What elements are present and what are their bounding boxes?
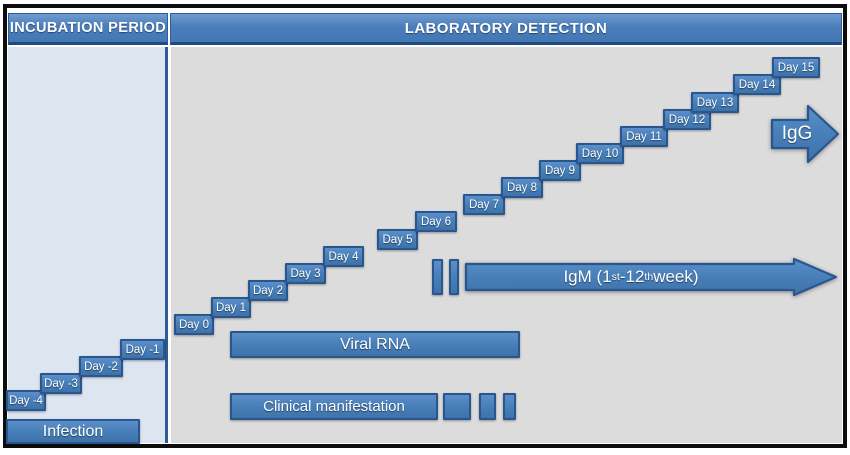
day-box-day-0: Day 0 [174, 314, 214, 335]
day-box-day-12: Day 12 [663, 109, 711, 130]
igm-arrow: IgM (1 st -12 th week) [464, 257, 838, 297]
day-box-day-13: Day 13 [691, 92, 739, 113]
incubation-period-panel [8, 47, 168, 443]
day-box-day-3: Day 3 [285, 263, 326, 284]
day-box-dayminus-2: Day -2 [79, 356, 123, 377]
day-box-day-11: Day 11 [620, 126, 668, 147]
incubation-period-header: INCUBATION PERIOD [8, 13, 168, 45]
clinical-manifestation-segment [503, 393, 516, 420]
day-box-day-1: Day 1 [211, 297, 251, 318]
day-box-day-14: Day 14 [733, 74, 781, 95]
igm-tick-mark [432, 259, 443, 295]
day-box-dayminus-1: Day -1 [120, 339, 165, 360]
viral-rna-bar: Viral RNA [230, 331, 520, 358]
day-box-day-8: Day 8 [501, 177, 543, 198]
day-box-day-5: Day 5 [377, 229, 418, 250]
clinical-manifestation-bar: Clinical manifestation [230, 393, 438, 420]
day-box-day-4: Day 4 [323, 246, 364, 267]
day-box-day-6: Day 6 [415, 211, 457, 232]
day-box-dayminus-3: Day -3 [40, 373, 82, 394]
infection-bar: Infection [6, 419, 140, 444]
clinical-manifestation-segment [479, 393, 496, 420]
day-box-day-2: Day 2 [248, 280, 288, 301]
day-box-day-10: Day 10 [576, 143, 624, 164]
igm-arrow-shape [464, 257, 838, 297]
igm-tick-mark [449, 259, 459, 295]
clinical-manifestation-segment [443, 393, 471, 420]
day-box-dayminus-4: Day -4 [6, 390, 46, 411]
laboratory-detection-panel [171, 47, 842, 443]
day-box-day-7: Day 7 [463, 194, 505, 215]
laboratory-detection-header: LABORATORY DETECTION [170, 13, 842, 45]
igg-arrow: IgG [770, 103, 840, 165]
day-box-day-9: Day 9 [539, 160, 581, 181]
igg-arrow-shape [770, 104, 840, 164]
day-box-day-15: Day 15 [772, 57, 820, 78]
